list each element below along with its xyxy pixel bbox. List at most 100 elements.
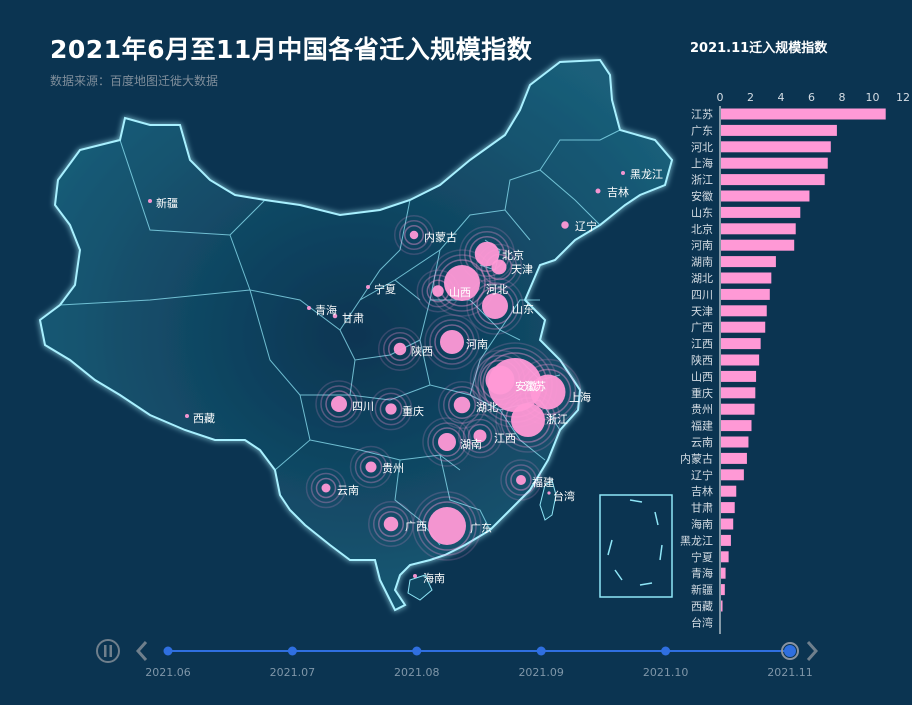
prev-button[interactable] bbox=[135, 641, 148, 661]
bubble-29[interactable] bbox=[148, 199, 152, 203]
bar-26 bbox=[721, 534, 731, 546]
timeline-label-2[interactable]: 2021.08 bbox=[394, 666, 440, 679]
next-button[interactable] bbox=[806, 641, 819, 661]
map-label-18: 贵州 bbox=[382, 462, 404, 475]
y-tick-label-14: 江西 bbox=[691, 338, 713, 351]
bubble-19[interactable] bbox=[516, 475, 526, 485]
bubble-ripple bbox=[412, 491, 482, 561]
bar-30 bbox=[721, 600, 723, 612]
bubble-ripple bbox=[464, 231, 510, 277]
bubble-7[interactable] bbox=[474, 241, 500, 267]
bubble-22[interactable] bbox=[561, 221, 569, 229]
map-label-22: 辽宁 bbox=[575, 219, 597, 233]
bubble-18[interactable] bbox=[365, 461, 377, 473]
y-tick-label-30: 西藏 bbox=[691, 600, 713, 613]
bubble-ripple bbox=[467, 423, 493, 449]
bubble-5[interactable] bbox=[485, 365, 515, 395]
bubble-20[interactable] bbox=[321, 483, 331, 493]
bubble-14[interactable] bbox=[473, 429, 487, 443]
bubble-ripple bbox=[378, 511, 404, 537]
timeline-point-0[interactable] bbox=[163, 646, 173, 656]
bubble-23[interactable] bbox=[595, 188, 601, 194]
y-tick-label-7: 北京 bbox=[691, 222, 713, 236]
bubble-13[interactable] bbox=[383, 516, 399, 532]
bubble-ripple bbox=[505, 397, 551, 443]
timeline-point-4[interactable] bbox=[661, 646, 671, 656]
y-tick-label-24: 甘肃 bbox=[691, 502, 713, 515]
bubble-21[interactable] bbox=[409, 230, 419, 240]
map-label-0: 江苏 bbox=[524, 380, 546, 393]
bubble-16[interactable] bbox=[432, 285, 444, 297]
bubble-25[interactable] bbox=[413, 574, 417, 578]
bubble-4[interactable] bbox=[511, 403, 545, 437]
bubble-24[interactable] bbox=[332, 313, 338, 319]
timeline-point-2[interactable] bbox=[412, 646, 422, 656]
y-tick-label-27: 宁夏 bbox=[691, 550, 713, 564]
bubble-ripple bbox=[416, 269, 460, 313]
timeline-label-5[interactable]: 2021.11 bbox=[767, 666, 813, 679]
bubble-8[interactable] bbox=[440, 330, 464, 354]
timeline-point-5[interactable] bbox=[784, 645, 796, 657]
bubble-ripple bbox=[514, 358, 582, 426]
bubble-2[interactable] bbox=[444, 265, 480, 301]
bubble-6[interactable] bbox=[482, 293, 508, 319]
bubble-9[interactable] bbox=[438, 433, 456, 451]
bar-13 bbox=[721, 321, 766, 333]
timeline-label-0[interactable]: 2021.06 bbox=[145, 666, 191, 679]
timeline-label-3[interactable]: 2021.09 bbox=[518, 666, 564, 679]
bubble-ripple bbox=[427, 422, 467, 462]
map-label-19: 福建 bbox=[532, 475, 554, 489]
bubble-ripple bbox=[429, 319, 475, 365]
x-tick-label-0: 0 bbox=[717, 91, 724, 104]
bubble-ripple bbox=[388, 337, 412, 361]
bubble-31[interactable] bbox=[547, 491, 551, 495]
map-label-14: 江西 bbox=[494, 432, 516, 445]
bubble-17[interactable] bbox=[385, 403, 397, 415]
bubble-28[interactable] bbox=[307, 306, 311, 310]
bubble-27[interactable] bbox=[366, 285, 370, 289]
map-label-25: 海南 bbox=[423, 571, 445, 585]
bar-4 bbox=[721, 174, 825, 186]
bubble-1[interactable] bbox=[428, 507, 466, 545]
timeline-current-ring bbox=[781, 642, 799, 660]
timeline-point-1[interactable] bbox=[287, 646, 297, 656]
bubble-ripple bbox=[383, 332, 417, 366]
bubble-30[interactable] bbox=[185, 414, 189, 418]
map-label-17: 重庆 bbox=[402, 404, 424, 418]
bubble-15[interactable] bbox=[393, 342, 407, 356]
map-label-15: 陕西 bbox=[411, 344, 433, 358]
timeline-label-1[interactable]: 2021.07 bbox=[270, 666, 316, 679]
bubble-ripple bbox=[438, 259, 486, 307]
bubble-26[interactable] bbox=[621, 171, 625, 175]
y-tick-label-16: 山西 bbox=[691, 370, 713, 383]
bubble-ripple bbox=[359, 455, 383, 479]
bar-28 bbox=[721, 567, 726, 579]
map-label-8: 河南 bbox=[466, 338, 488, 351]
map-bubbles bbox=[148, 171, 625, 578]
bubble-10[interactable] bbox=[453, 396, 471, 414]
pause-button[interactable] bbox=[96, 639, 120, 663]
bubble-ripple bbox=[373, 506, 409, 542]
timeline-label-4[interactable]: 2021.10 bbox=[643, 666, 689, 679]
y-tick-label-28: 青海 bbox=[691, 566, 713, 580]
bubble-ripple bbox=[475, 243, 523, 291]
bar-27 bbox=[721, 551, 729, 563]
timeline-point-3[interactable] bbox=[536, 646, 546, 656]
y-tick-label-8: 河南 bbox=[691, 239, 713, 252]
map-label-7: 北京 bbox=[502, 248, 524, 262]
bubble-ripple bbox=[459, 226, 515, 282]
y-tick-label-6: 山东 bbox=[691, 206, 713, 219]
map-label-26: 黑龙江 bbox=[630, 168, 663, 181]
map-label-4: 浙江 bbox=[546, 413, 568, 426]
bar-18 bbox=[721, 403, 755, 415]
bubble-12[interactable] bbox=[491, 259, 507, 275]
bar-29 bbox=[721, 584, 725, 596]
bubble-3[interactable] bbox=[530, 374, 566, 410]
x-tick-label-2: 4 bbox=[778, 91, 785, 104]
y-tick-label-12: 天津 bbox=[691, 305, 713, 318]
bubble-11[interactable] bbox=[331, 396, 347, 412]
x-tick-label-1: 2 bbox=[747, 91, 754, 104]
y-tick-label-11: 四川 bbox=[691, 288, 713, 301]
bar-10 bbox=[721, 272, 772, 284]
